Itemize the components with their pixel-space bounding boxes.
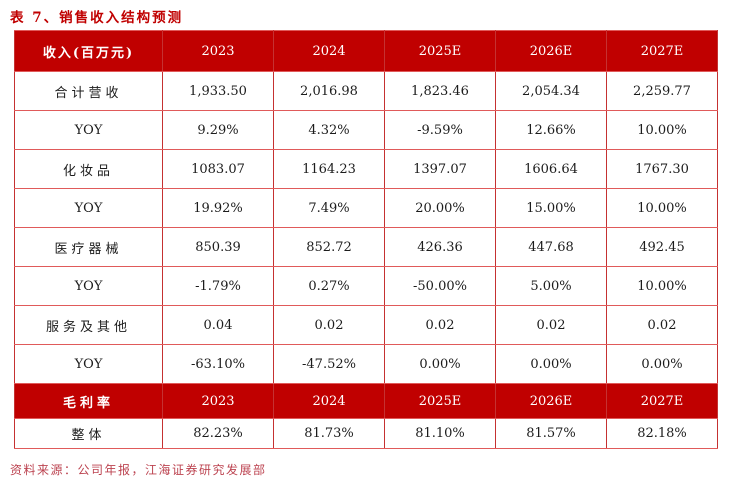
row-value-0: 0.04	[162, 305, 274, 345]
row-label: YOY	[14, 344, 163, 384]
row-value-1: 852.72	[273, 227, 385, 267]
gross-margin-header-row-label: 毛利率	[14, 383, 163, 419]
revenue-table-head: 收入(百万元) 2023 2024 2025E 2026E 2027E	[14, 30, 718, 72]
row-value-2: 0.00%	[384, 344, 496, 384]
revenue-table-body: 合计营收 1,933.50 2,016.98 1,823.46 2,054.34 2,25…	[14, 71, 718, 449]
row-value-3: 447.68	[495, 227, 607, 267]
row-value-1: 7.49%	[273, 188, 385, 228]
gross-margin-header-row: 毛利率 2023 2024 2025E 2026E 2027E	[14, 383, 718, 419]
table-row: 服务及其他 0.04 0.02 0.02 0.02 0.02	[14, 305, 718, 345]
row-value-4: 10.00%	[606, 110, 718, 150]
row-value-3: 81.57%	[495, 418, 607, 449]
gross-margin-header-row-year-4: 2027E	[606, 383, 718, 419]
row-value-2: 1,823.46	[384, 71, 496, 111]
row-value-1: 81.73%	[273, 418, 385, 449]
row-value-2: 0.02	[384, 305, 496, 345]
row-value-4: 0.02	[606, 305, 718, 345]
row-value-0: 850.39	[162, 227, 274, 267]
row-label: YOY	[14, 110, 163, 150]
gross-margin-header-row-year-0: 2023	[162, 383, 274, 419]
source-note: 资料来源：公司年报，江海证券研究发展部	[10, 463, 267, 477]
row-value-4: 2,259.77	[606, 71, 718, 111]
row-label: 服务及其他	[14, 305, 163, 345]
row-value-4: 1767.30	[606, 149, 718, 189]
table-row: 整体 82.23% 81.73% 81.10% 81.57% 82.18%	[14, 418, 718, 449]
row-label: 化妆品	[14, 149, 163, 189]
row-value-1: 2,016.98	[273, 71, 385, 111]
table-row: YOY -63.10% -47.52% 0.00% 0.00% 0.00%	[14, 344, 718, 384]
row-value-0: 1,933.50	[162, 71, 274, 111]
row-value-1: 1164.23	[273, 149, 385, 189]
row-value-0: 9.29%	[162, 110, 274, 150]
gross-margin-header-row-year-2: 2025E	[384, 383, 496, 419]
row-value-0: 1083.07	[162, 149, 274, 189]
row-label: 医疗器械	[14, 227, 163, 267]
table-row: 医疗器械 850.39 852.72 426.36 447.68 492.45	[14, 227, 718, 267]
row-value-3: 0.02	[495, 305, 607, 345]
row-value-3: 0.00%	[495, 344, 607, 384]
row-value-0: 82.23%	[162, 418, 274, 449]
row-value-3: 2,054.34	[495, 71, 607, 111]
gross-margin-header-row-year-1: 2024	[273, 383, 385, 419]
row-value-0: 19.92%	[162, 188, 274, 228]
revenue-forecast-table: 收入(百万元) 2023 2024 2025E 2026E 2027E 合计营收 1,933…	[14, 30, 718, 449]
row-value-2: 20.00%	[384, 188, 496, 228]
table-title: 表 7、销售收入结构预测	[10, 10, 184, 26]
income-header-row-year-0: 2023	[162, 30, 274, 72]
row-value-3: 12.66%	[495, 110, 607, 150]
row-value-2: -9.59%	[384, 110, 496, 150]
row-value-1: 4.32%	[273, 110, 385, 150]
table-row: YOY 19.92% 7.49% 20.00% 15.00% 10.00%	[14, 188, 718, 228]
row-label: YOY	[14, 188, 163, 228]
row-label: YOY	[14, 266, 163, 306]
row-value-2: 426.36	[384, 227, 496, 267]
table-row: YOY -1.79% 0.27% -50.00% 5.00% 10.00%	[14, 266, 718, 306]
gross-margin-header-row-year-3: 2026E	[495, 383, 607, 419]
row-value-2: -50.00%	[384, 266, 496, 306]
row-value-0: -63.10%	[162, 344, 274, 384]
row-value-3: 1606.64	[495, 149, 607, 189]
table-row: YOY 9.29% 4.32% -9.59% 12.66% 10.00%	[14, 110, 718, 150]
row-value-4: 82.18%	[606, 418, 718, 449]
row-value-2: 1397.07	[384, 149, 496, 189]
income-header-row-year-4: 2027E	[606, 30, 718, 72]
row-value-4: 10.00%	[606, 266, 718, 306]
row-value-0: -1.79%	[162, 266, 274, 306]
income-header-row-label: 收入(百万元)	[14, 30, 163, 72]
income-header-row-year-3: 2026E	[495, 30, 607, 72]
table-row: 化妆品 1083.07 1164.23 1397.07 1606.64 1767.30	[14, 149, 718, 189]
income-header-row-year-2: 2025E	[384, 30, 496, 72]
table-row: 合计营收 1,933.50 2,016.98 1,823.46 2,054.34 2,25…	[14, 71, 718, 111]
row-value-4: 0.00%	[606, 344, 718, 384]
row-value-2: 81.10%	[384, 418, 496, 449]
income-header-row: 收入(百万元) 2023 2024 2025E 2026E 2027E	[14, 30, 718, 72]
row-value-1: -47.52%	[273, 344, 385, 384]
row-value-3: 5.00%	[495, 266, 607, 306]
row-value-4: 492.45	[606, 227, 718, 267]
row-value-3: 15.00%	[495, 188, 607, 228]
row-value-4: 10.00%	[606, 188, 718, 228]
row-label: 合计营收	[14, 71, 163, 111]
income-header-row-year-1: 2024	[273, 30, 385, 72]
row-label: 整体	[14, 418, 163, 449]
row-value-1: 0.27%	[273, 266, 385, 306]
row-value-1: 0.02	[273, 305, 385, 345]
